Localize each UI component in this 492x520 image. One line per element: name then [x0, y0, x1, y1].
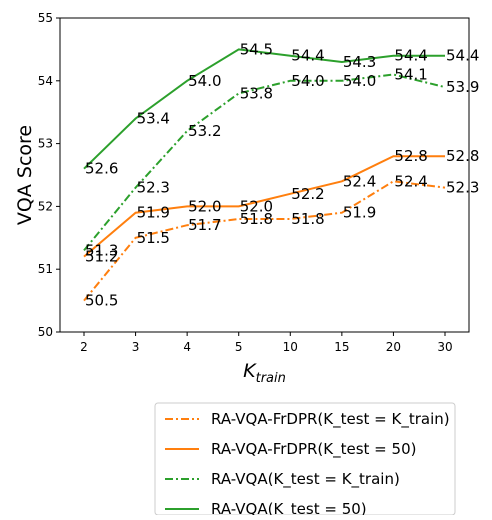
data-label: 53.9	[446, 78, 479, 96]
data-label: 52.3	[446, 179, 479, 197]
legend-series-name: RA-VQA	[211, 500, 268, 515]
data-label: 54.4	[446, 47, 479, 65]
data-label: 52.4	[394, 172, 427, 190]
data-label: 50.5	[85, 292, 118, 310]
plot-frame	[59, 17, 470, 333]
x-tick-label: 2	[80, 340, 88, 354]
x-tick-label: 4	[183, 340, 191, 354]
x-tick-label: 3	[132, 340, 140, 354]
data-label: 53.4	[137, 109, 170, 127]
x-axis-title-main: K	[243, 360, 257, 382]
y-tick-label: 51	[38, 262, 53, 276]
legend-series-suffix: (K_test = 50)	[317, 440, 416, 459]
data-label: 51.9	[137, 204, 170, 222]
legend-series-name: RA-VQA-FrDPR	[211, 440, 317, 458]
x-tick-label: 15	[334, 340, 349, 354]
y-tick-label: 53	[38, 137, 53, 151]
x-tick-label: 10	[283, 340, 298, 354]
data-label: 52.6	[85, 160, 118, 178]
series-line-0	[83, 180, 446, 302]
legend-label-3: RA-VQA(K_test = 50)	[211, 500, 367, 515]
data-label: 51.8	[240, 210, 273, 228]
data-label: 51.9	[343, 204, 376, 222]
data-label: 54.0	[188, 72, 221, 90]
data-label: 51.2	[85, 248, 118, 266]
data-label: 54.5	[240, 40, 273, 58]
x-tick-label: 5	[235, 340, 243, 354]
data-label: 52.8	[446, 147, 479, 165]
data-label: 54.1	[394, 66, 427, 84]
data-label: 54.4	[394, 47, 427, 65]
legend-series-name: RA-VQA-FrDPR	[211, 410, 317, 428]
series-line-3	[83, 48, 445, 170]
y-tick-label: 52	[38, 199, 53, 213]
data-label: 52.4	[343, 172, 376, 190]
data-label: 52.3	[137, 179, 170, 197]
y-axis-title: VQA Score	[14, 125, 36, 225]
y-tick-label: 54	[38, 74, 53, 88]
data-label: 54.0	[291, 72, 324, 90]
data-label: 54.3	[343, 53, 376, 71]
legend-label-1: RA-VQA-FrDPR(K_test = 50)	[211, 440, 416, 459]
legend-label-2: RA-VQA(K_test = K_train)	[211, 470, 400, 489]
data-label: 53.2	[188, 122, 221, 140]
data-label: 52.2	[291, 185, 324, 203]
y-tick-label: 50	[38, 325, 53, 339]
x-tick-label: 30	[437, 340, 452, 354]
data-label: 52.0	[240, 197, 273, 215]
legend-series-suffix: (K_test = 50)	[268, 500, 367, 515]
data-label: 53.8	[240, 84, 273, 102]
legend-label-0: RA-VQA-FrDPR(K_test = K_train)	[211, 410, 450, 429]
data-label: 54.0	[343, 72, 376, 90]
data-label: 52.8	[394, 147, 427, 165]
data-label: 51.5	[137, 229, 170, 247]
data-label: 52.0	[188, 197, 221, 215]
data-label: 51.7	[188, 216, 221, 234]
legend-series-suffix: (K_test = K_train)	[268, 470, 400, 489]
series-line-2	[83, 73, 446, 252]
x-axis-title: Ktrain	[243, 360, 286, 386]
x-axis-title-subscript: train	[256, 371, 286, 386]
y-tick-label: 55	[38, 11, 53, 25]
legend-series-name: RA-VQA	[211, 470, 268, 488]
x-tick-label: 20	[386, 340, 401, 354]
data-label: 51.8	[291, 210, 324, 228]
data-label: 51.3	[85, 241, 118, 259]
data-label: 54.4	[291, 47, 324, 65]
legend-series-suffix: (K_test = K_train)	[317, 410, 449, 429]
series-line-1	[83, 155, 445, 258]
